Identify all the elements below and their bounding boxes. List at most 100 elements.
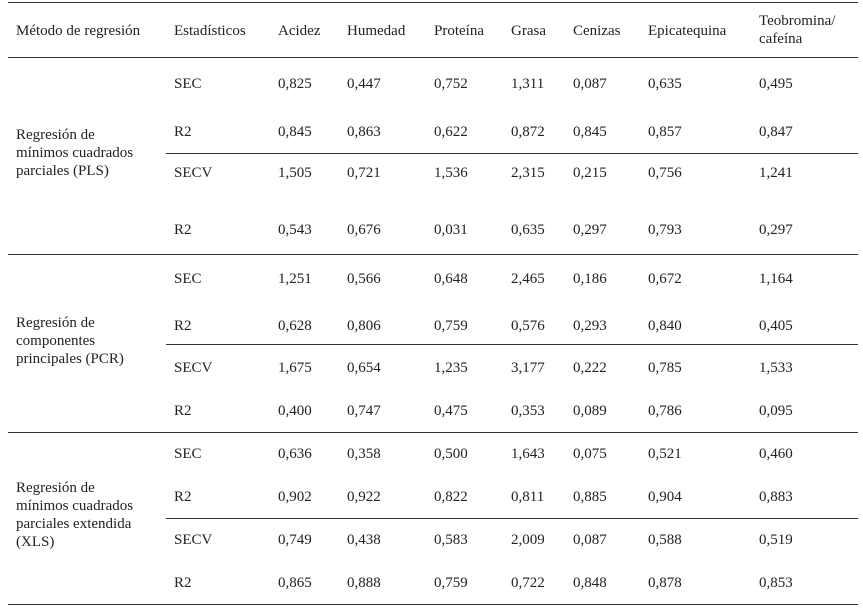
table-cell: 0,635: [511, 222, 545, 238]
table-cell: 0,806: [347, 318, 381, 334]
table-cell: 0,500: [434, 446, 468, 462]
stat-label: R2: [174, 318, 192, 334]
table-cell: 0,635: [648, 76, 682, 92]
method-line: (XLS): [16, 534, 55, 550]
stat-label: SEC: [174, 76, 202, 92]
table-cell: 0,636: [278, 446, 312, 462]
table-cell: 0,857: [648, 124, 682, 140]
table-cell: 1,643: [511, 446, 545, 462]
pls-bottom-rule: [8, 254, 858, 255]
table-cell: 0,759: [434, 575, 468, 591]
table-cell: 0,811: [511, 489, 545, 505]
stat-label: R2: [174, 403, 192, 419]
table-cell: 0,215: [573, 165, 607, 181]
method-line: principales (PCR): [16, 351, 124, 367]
table-cell: 1,505: [278, 165, 312, 181]
stat-label: SECV: [174, 165, 213, 181]
table-cell: 0,543: [278, 222, 312, 238]
table-cell: 3,177: [511, 360, 545, 376]
stat-label: R2: [174, 222, 192, 238]
table-cell: 0,087: [573, 76, 607, 92]
table-cell: 0,475: [434, 403, 468, 419]
header-metodo: Método de regresión: [16, 23, 141, 39]
table-cell: 0,095: [759, 403, 793, 419]
table-cell: 0,721: [347, 165, 381, 181]
table-cell: 1,241: [759, 165, 793, 181]
table-cell: 1,164: [759, 271, 793, 287]
table-cell: 0,759: [434, 318, 468, 334]
stat-label: SEC: [174, 271, 202, 287]
method-line: Regresión de: [16, 127, 95, 143]
method-line: Regresión de: [16, 315, 95, 331]
header-proteina: Proteína: [434, 23, 484, 39]
table-cell: 0,865: [278, 575, 312, 591]
table-cell: 0,495: [759, 76, 793, 92]
table-cell: 0,840: [648, 318, 682, 334]
pls-mid-rule: [166, 153, 858, 154]
method-line: parciales (PLS): [16, 163, 109, 179]
table-cell: 0,297: [759, 222, 793, 238]
pcr-bottom-rule: [8, 432, 858, 433]
table-cell: 0,576: [511, 318, 545, 334]
table-cell: 0,672: [648, 271, 682, 287]
table-cell: 1,675: [278, 360, 312, 376]
table-cell: 0,186: [573, 271, 607, 287]
table-cell: 0,353: [511, 403, 545, 419]
table-cell: 0,722: [511, 575, 545, 591]
table-cell: 0,583: [434, 532, 468, 548]
table-cell: 0,031: [434, 222, 468, 238]
table-cell: 0,566: [347, 271, 381, 287]
table-cell: 0,438: [347, 532, 381, 548]
table-cell: 0,848: [573, 575, 607, 591]
table-cell: 0,747: [347, 403, 381, 419]
method-line: mínimos cuadrados: [16, 498, 134, 514]
table-cell: 0,075: [573, 446, 607, 462]
table-cell: 0,756: [648, 165, 682, 181]
method-line: mínimos cuadrados: [16, 145, 134, 161]
stat-label: SEC: [174, 446, 202, 462]
table-cell: 0,883: [759, 489, 793, 505]
table-cell: 0,622: [434, 124, 468, 140]
stat-label: SECV: [174, 360, 213, 376]
top-rule: [8, 2, 858, 3]
table-cell: 0,447: [347, 76, 381, 92]
method-line: Regresión de: [16, 480, 95, 496]
header-teobromina-line2: cafeína: [759, 31, 803, 47]
table-cell: 0,519: [759, 532, 793, 548]
bottom-rule: [8, 604, 858, 605]
stat-label: R2: [174, 489, 192, 505]
method-xls: Regresión de mínimos cuadrados parciales…: [16, 479, 166, 551]
table-cell: 1,235: [434, 360, 468, 376]
table-cell: 0,405: [759, 318, 793, 334]
table-cell: 0,752: [434, 76, 468, 92]
header-acidez: Acidez: [278, 23, 321, 39]
table-cell: 0,888: [347, 575, 381, 591]
table-cell: 0,902: [278, 489, 312, 505]
table-cell: 0,297: [573, 222, 607, 238]
table-cell: 0,521: [648, 446, 682, 462]
header-cenizas: Cenizas: [573, 23, 621, 39]
stat-label: R2: [174, 575, 192, 591]
table-cell: 0,293: [573, 318, 607, 334]
table-cell: 1,536: [434, 165, 468, 181]
table-cell: 0,845: [278, 124, 312, 140]
table-cell: 0,922: [347, 489, 381, 505]
stat-label: SECV: [174, 532, 213, 548]
pcr-mid-rule: [166, 344, 858, 345]
table-cell: 0,460: [759, 446, 793, 462]
method-line: parciales extendida: [16, 516, 132, 532]
table-cell: 0,878: [648, 575, 682, 591]
table-cell: 0,400: [278, 403, 312, 419]
header-epicatequina: Epicatequina: [648, 23, 727, 39]
table-cell: 0,793: [648, 222, 682, 238]
table-cell: 0,628: [278, 318, 312, 334]
table-cell: 0,845: [573, 124, 607, 140]
header-humedad: Humedad: [347, 23, 406, 39]
table-cell: 0,825: [278, 76, 312, 92]
table-cell: 1,251: [278, 271, 312, 287]
header-grasa: Grasa: [511, 23, 546, 39]
method-pcr: Regresión de componentes principales (PC…: [16, 314, 166, 368]
table-cell: 0,872: [511, 124, 545, 140]
table-cell: 0,822: [434, 489, 468, 505]
header-estadisticos: Estadísticos: [174, 23, 246, 39]
